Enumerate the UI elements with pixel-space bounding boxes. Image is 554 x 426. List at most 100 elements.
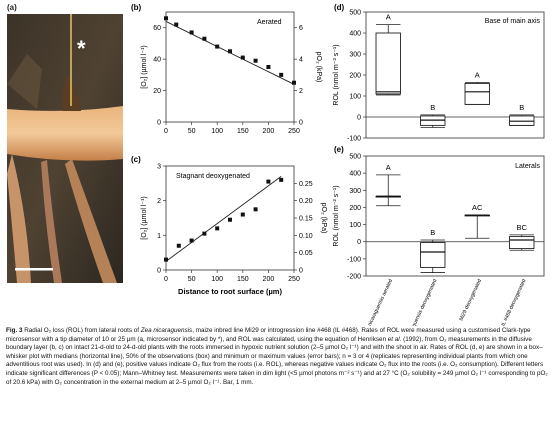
panel-d-label: Base of main axis [485,18,541,25]
caption-species: Zea nicaraguensis [140,327,193,334]
y-right-tick-label: 0.15 [299,216,313,223]
significance-letter: BC [517,223,528,232]
y-tick-label: -100 [347,136,361,143]
x-tick-label: 200 [263,276,275,283]
y-tick-label: 20 [153,88,161,95]
panel-a-letter: (a) [7,3,17,12]
fit-line [165,176,282,262]
y-right-tick-label: 0 [299,120,303,127]
y-tick-label: 1 [157,233,161,240]
significance-letter: B [430,103,435,112]
x-tick-label: 0 [164,276,168,283]
caption-text-2: , maize inbred line Mi29 or introgressio… [6,327,531,343]
panel-b-frame [165,11,295,123]
y-tick-label: 200 [349,205,361,212]
y-tick-label: 0 [357,239,361,246]
data-point [215,226,220,231]
y-tick-label: -200 [347,274,361,281]
box [420,242,446,268]
significance-letter: A [475,70,480,79]
panel-d-letter: (d) [334,3,345,12]
data-point [253,58,258,63]
y-right-tick-label: 6 [299,25,303,32]
data-point [253,207,258,212]
category-label: Mi29 deoxygenated [458,278,483,322]
panel-b-ylabel: [O₂] (µmol l⁻¹) [141,45,148,89]
data-point [240,212,245,217]
x-tick-label: 150 [237,128,249,135]
data-point [174,22,179,27]
panel-b-ylabel-right: pO₂ (kPa) [315,52,322,83]
y-tick-label: 100 [349,94,361,101]
x-tick-label: 100 [211,276,223,283]
x-tick-label: 200 [263,128,275,135]
y-tick-label: 400 [349,31,361,38]
data-point [240,55,245,60]
y-tick-label: 0 [157,120,161,127]
data-point [202,231,207,236]
y-tick-label: 2 [157,198,161,205]
panel-c-xlabel: Distance to root surface (µm) [178,287,282,296]
y-right-tick-label: 2 [299,88,303,95]
panel-c-ylabel: [O₂] (µmol l⁻¹) [141,196,148,240]
y-right-tick-label: 0.05 [299,250,313,257]
panel-e-frame [365,155,545,277]
significance-letter: AC [472,203,483,212]
category-label: Z. nicaraguensis aerated [364,278,394,326]
y-tick-label: 60 [153,25,161,32]
panel-b-label: Aerated [257,19,282,26]
caption-label: Fig. 3 [6,327,23,334]
y-tick-label: 500 [349,10,361,17]
y-right-tick-label: 0.10 [299,233,313,240]
y-tick-label: 300 [349,188,361,195]
y-tick-label: 0 [157,268,161,275]
x-tick-label: 0 [164,128,168,135]
data-point [202,36,207,41]
data-point [164,257,168,262]
data-point [266,179,271,184]
y-tick-label: 500 [349,154,361,161]
caption-text-3: (1992), from O₂ measurements in the diff… [6,335,548,386]
panel-c-ylabel-right: pO₂ (kPa) [320,203,327,234]
y-tick-label: 0 [357,115,361,122]
y-tick-label: -100 [347,256,361,263]
category-label: IL #468 deoxygenated [501,278,528,326]
panel-c-letter: (c) [131,155,141,164]
box [509,236,535,250]
data-point [164,16,168,21]
x-tick-label: 50 [188,128,196,135]
category-label: Z. nicaraguensis deoxygenated [403,278,439,326]
y-right-tick-label: 0.25 [299,181,313,188]
x-tick-label: 50 [188,276,196,283]
x-tick-label: 150 [237,276,249,283]
root-photograph: * [7,14,123,283]
panel-e-label: Laterals [515,163,540,170]
caption-etal: et al. [387,335,402,343]
panel-e-ylabel: ROL (nmol m⁻² s⁻¹) [333,185,340,246]
significance-letter: A [386,163,391,172]
data-point [228,49,232,54]
significance-letter: A [386,13,391,22]
y-tick-label: 100 [349,222,361,229]
x-tick-label: 100 [211,128,223,135]
significance-letter: B [519,103,524,112]
y-right-tick-label: 0.20 [299,198,313,205]
data-point [279,72,284,77]
y-tick-label: 200 [349,73,361,80]
data-point [228,217,232,222]
y-right-tick-label: 0 [299,268,303,275]
data-point [266,65,271,69]
data-point [176,243,181,248]
panel-e-letter: (e) [334,145,344,154]
box [464,82,490,105]
microsensor-marker: * [77,36,86,61]
box [375,32,401,95]
caption-text-1: Radial O₂ loss (ROL) from lateral roots … [22,327,141,334]
panel-d-ylabel: ROL (nmol m⁻² s⁻¹) [333,44,340,105]
y-tick-label: 40 [153,57,161,64]
data-point [279,177,284,182]
panel-c-label: Stagnant deoxygenated [176,173,250,180]
y-tick-label: 400 [349,171,361,178]
data-point [189,238,194,243]
